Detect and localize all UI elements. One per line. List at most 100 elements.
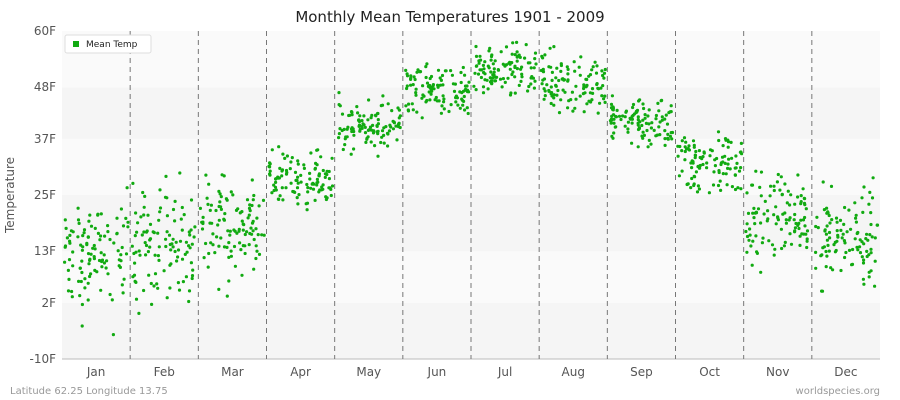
data-point [713,158,717,162]
data-point [720,155,725,159]
data-point [121,291,125,295]
data-point [79,243,83,247]
data-point [660,98,664,102]
data-point [641,118,645,122]
data-point [115,232,119,236]
data-point [440,73,445,78]
data-point [772,184,776,188]
data-point [153,253,157,257]
data-point [112,241,116,245]
data-point [313,167,317,171]
data-point [173,249,177,254]
data-point [302,166,306,170]
data-point [657,109,661,113]
data-point [513,75,517,79]
data-point [397,122,401,126]
data-point [240,219,244,223]
data-point [250,221,255,225]
data-point [747,238,751,242]
data-point [149,281,153,286]
data-point [483,60,487,64]
data-point [66,268,70,272]
data-point [788,203,792,207]
data-point [360,119,364,123]
data-point [136,221,140,225]
data-point [571,109,575,113]
data-point [119,259,123,263]
data-point [533,79,537,83]
data-point [550,70,555,74]
data-point [555,93,559,97]
y-tick-label: 25F [34,188,56,202]
data-point [745,250,749,254]
data-point [376,111,380,116]
data-point [306,186,310,190]
data-point [63,218,67,222]
data-point [746,211,751,215]
data-point [290,156,294,160]
data-point [183,252,187,256]
data-point [642,133,647,137]
data-point [442,100,446,104]
data-point [854,216,858,220]
data-point [508,67,512,71]
data-point [362,123,366,127]
data-point [773,247,777,251]
data-point [590,68,594,72]
data-point [474,54,479,59]
data-point [246,216,250,220]
data-point [828,236,832,240]
data-point [465,106,469,110]
data-point [188,233,192,237]
data-point [850,262,855,266]
data-point [268,172,272,176]
data-point [775,180,780,184]
data-point [193,225,197,229]
data-point [867,202,871,206]
data-point [873,236,877,240]
data-point [550,78,554,82]
data-point [150,302,154,306]
data-point [96,212,100,216]
data-point [603,100,607,104]
data-point [229,254,233,258]
data-point [698,155,702,160]
data-point [325,172,329,177]
data-point [394,124,398,128]
data-point [652,128,656,132]
data-point [349,110,354,114]
data-point [511,41,515,45]
x-tick-label: Oct [699,365,720,379]
data-point [776,216,780,220]
data-point [583,91,587,95]
data-point [376,118,380,122]
data-point [91,246,95,250]
data-point [295,196,299,200]
data-point [447,109,451,114]
data-point [295,186,300,190]
data-point [858,251,863,255]
data-point [207,182,211,186]
data-point [78,294,82,298]
data-point [329,193,333,198]
data-point [176,281,180,285]
data-point [527,84,531,89]
y-tick-label: 2F [41,296,56,310]
data-point [169,248,173,252]
data-point [324,197,328,202]
data-point [380,129,385,133]
data-point [561,88,565,92]
data-point [785,201,789,205]
data-point [330,156,334,160]
data-point [631,105,635,110]
data-point [157,258,161,262]
data-point [280,169,284,173]
data-point [225,245,229,249]
data-point [319,155,323,159]
data-point [350,129,354,134]
data-point [108,292,112,297]
data-point [600,69,604,73]
data-point [424,75,428,80]
data-point [543,53,547,57]
data-point [463,84,468,88]
